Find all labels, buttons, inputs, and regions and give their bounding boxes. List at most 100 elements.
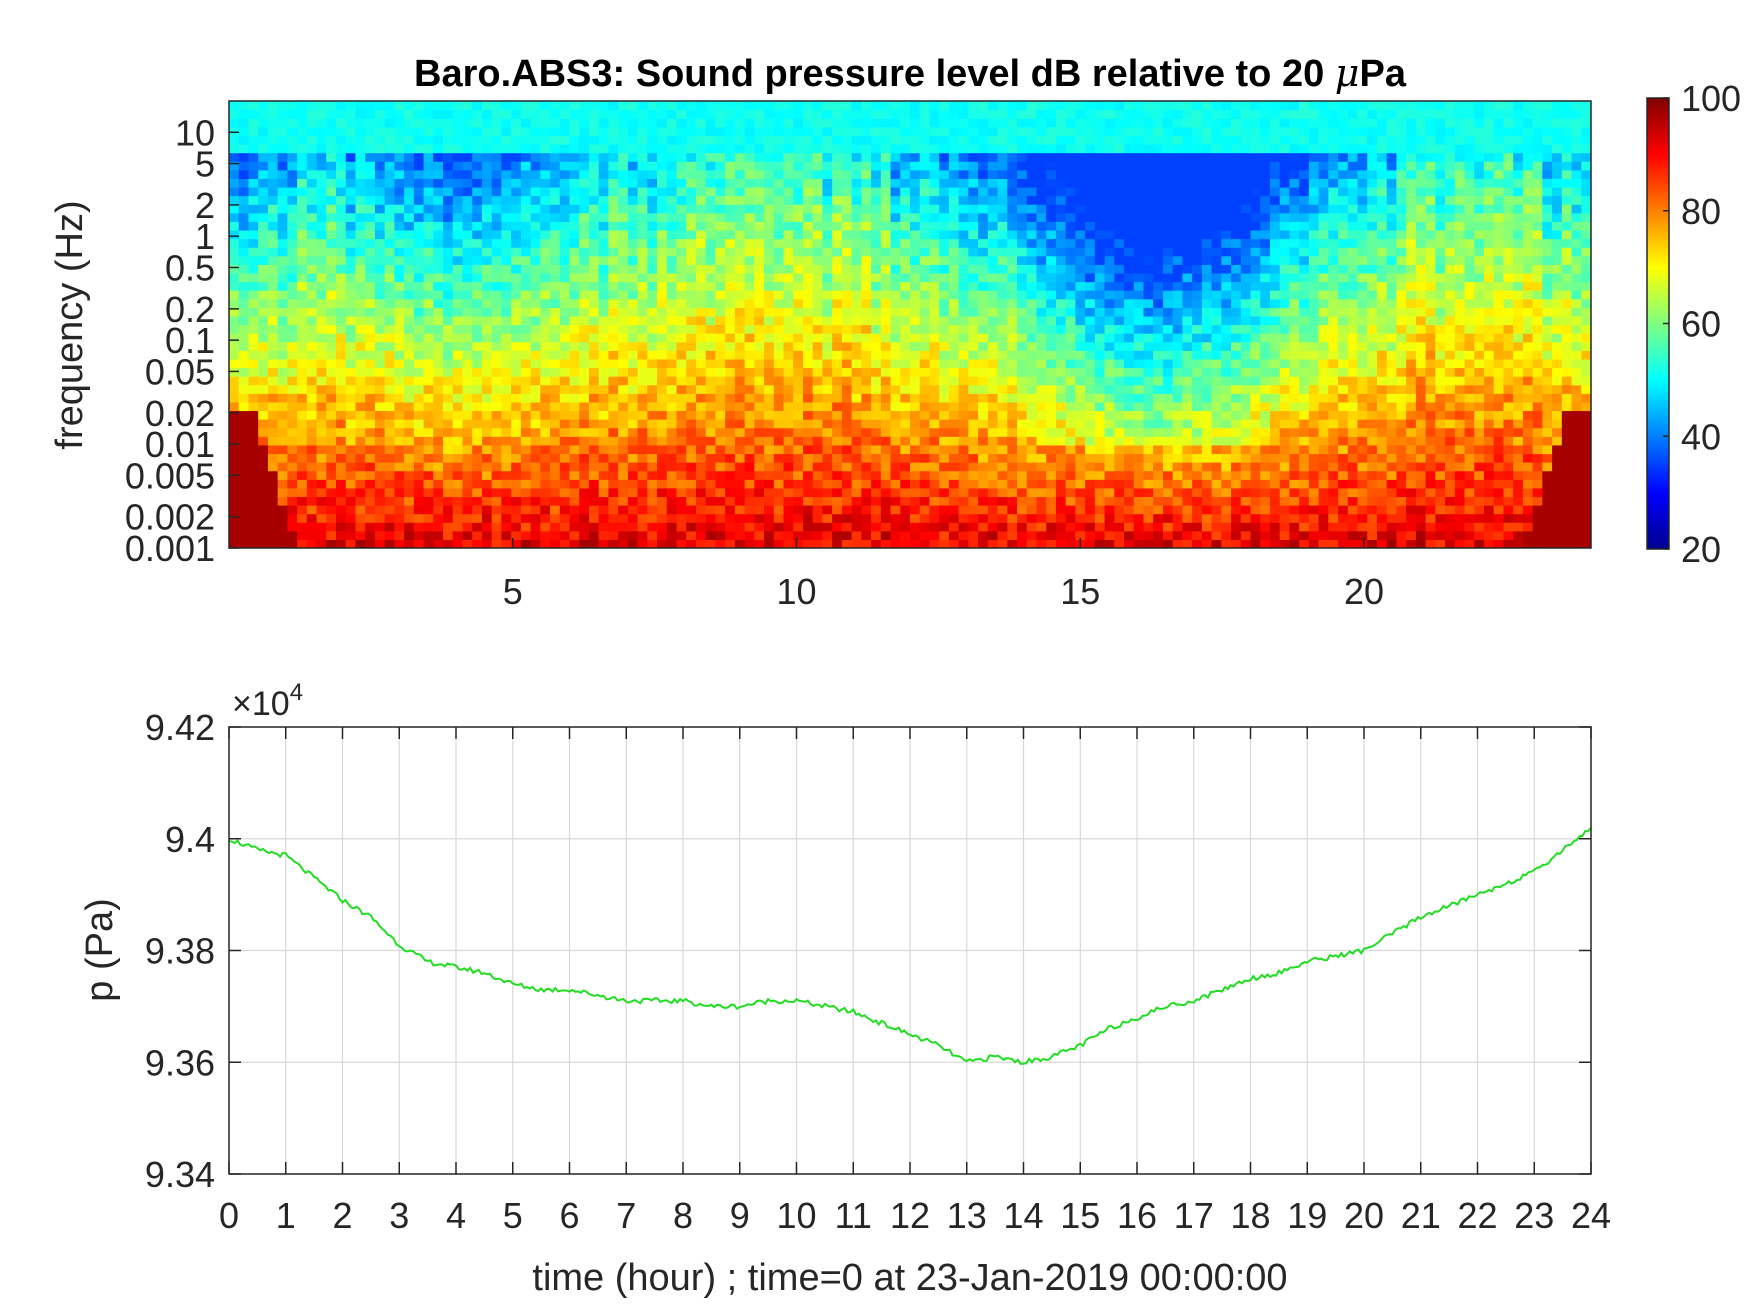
heatmap-cell [783,410,794,420]
heatmap-cell [744,109,755,119]
heatmap-cell [764,315,775,326]
heatmap-cell [336,315,347,326]
heatmap-cell [248,126,259,136]
heatmap-cell [472,315,483,326]
heatmap-cell [1104,333,1115,343]
heatmap-cell [1036,221,1047,231]
heatmap-cell [598,496,610,506]
heatmap-cell [550,307,561,317]
heatmap-cell [627,126,639,136]
heatmap-cell [1124,290,1135,300]
heatmap-cell [695,178,707,188]
heatmap-cell [316,358,327,369]
heatmap-cell [1055,324,1067,334]
heatmap-cell [715,539,726,548]
heatmap-cell [618,539,629,548]
heatmap-cell [1085,419,1096,429]
heatmap-cell [734,152,746,162]
heatmap-cell [978,315,989,326]
heatmap-cell [1046,315,1057,326]
heatmap-cell [433,453,444,463]
heatmap-cell [472,479,483,489]
heatmap-cell [1007,376,1018,386]
heatmap-cell [1085,272,1096,283]
heatmap-cell [540,324,551,334]
heatmap-cell [472,204,483,214]
heatmap-cell [890,178,901,188]
heatmap-cell [267,247,279,257]
heatmap-cell [481,384,493,394]
heatmap-cell [1114,264,1125,274]
heatmap-cell [1153,255,1164,265]
heatmap-cell [326,496,337,506]
heatmap-cell [715,358,726,369]
heatmap-cell [851,462,862,472]
heatmap-cell [238,161,250,171]
heatmap-cell [423,204,434,214]
heatmap-cell [559,272,571,283]
heatmap-cell [394,453,405,463]
heatmap-cell [715,462,726,472]
heatmap-cell [802,307,814,317]
heatmap-cell [277,496,288,506]
heatmap-cell [443,264,454,274]
heatmap-cell [608,393,619,403]
heatmap-cell [491,161,502,171]
heatmap-cell [462,109,473,119]
heatmap-cell [481,470,493,480]
heatmap-cell [676,264,687,274]
heatmap-cell [336,169,347,179]
heatmap-cell [550,221,561,231]
heatmap-cell [365,470,376,480]
heatmap-cell [413,376,425,386]
heatmap-cell [1114,204,1125,214]
heatmap-cell [861,135,872,145]
heatmap-cell [812,496,824,506]
heatmap-cell [666,290,678,300]
heatmap-cell [948,238,960,248]
heatmap-cell [929,229,940,240]
heatmap-cell [812,204,824,214]
heatmap-cell [511,453,522,463]
heatmap-cell [958,410,969,420]
heatmap-cell [1124,462,1135,472]
heatmap-cell [812,143,824,154]
heatmap-cell [637,427,648,437]
heatmap-cell [550,143,561,154]
heatmap-cell [812,264,824,274]
heatmap-cell [657,479,668,489]
heatmap-cell [579,315,590,326]
heatmap-cell [812,513,824,523]
heatmap-cell [637,161,648,171]
heatmap-cell [248,186,259,197]
heatmap-cell [958,530,969,541]
heatmap-cell [744,315,755,326]
heatmap-cell [404,427,415,437]
heatmap-cell [939,410,950,420]
heatmap-cell [588,118,600,128]
heatmap-cell [1046,255,1057,265]
heatmap-cell [705,324,717,334]
heatmap-cell [666,376,678,386]
heatmap-cell [1104,505,1115,515]
heatmap-cell [725,539,736,548]
heatmap-cell [374,238,386,248]
heatmap-cell [579,436,590,446]
heatmap-cell [472,367,483,377]
heatmap-cell [958,272,969,283]
heatmap-cell [501,186,512,197]
heatmap-cell [1017,315,1028,326]
heatmap-cell [1055,272,1067,283]
heatmap-cell [1153,333,1164,343]
heatmap-cell [297,384,308,394]
heatmap-cell [550,487,561,498]
heatmap-cell [336,530,347,541]
heatmap-cell [851,186,862,197]
heatmap-cell [939,101,950,111]
heatmap-cell [1153,221,1164,231]
heatmap-cell [1075,367,1086,377]
heatmap-cell [1036,341,1047,351]
heatmap-cell [978,238,989,248]
heatmap-cell [978,367,989,377]
heatmap-cell [939,290,950,300]
